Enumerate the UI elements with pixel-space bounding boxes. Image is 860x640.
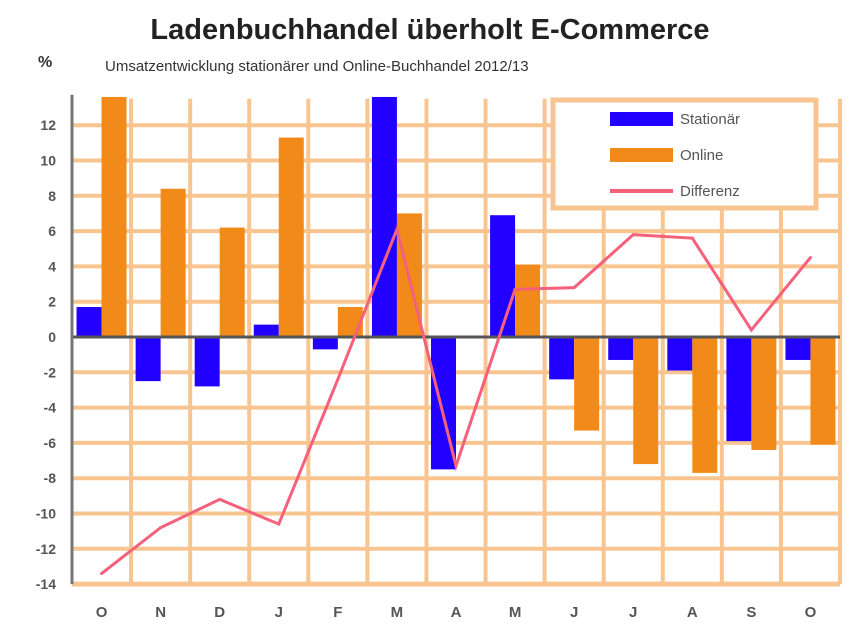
bar-online — [574, 337, 600, 431]
legend-label: Online — [680, 147, 723, 164]
point-differenz — [336, 377, 340, 381]
x-tick-label: A — [687, 604, 698, 621]
x-tick-label: D — [214, 604, 225, 621]
x-tick-label: O — [805, 604, 817, 621]
bar-stationaer — [785, 337, 811, 360]
bar-stationaer — [76, 306, 102, 337]
bar-online — [810, 337, 836, 445]
bar-online — [160, 188, 186, 337]
chart-subtitle: Umsatzentwicklung stationärer und Online… — [105, 58, 529, 75]
y-tick-label: -12 — [36, 541, 56, 557]
x-tick-label: J — [629, 604, 637, 621]
x-tick-label: O — [96, 604, 108, 621]
legend-swatch — [610, 112, 673, 126]
point-differenz — [749, 328, 753, 332]
bar-online — [101, 96, 127, 338]
point-differenz — [690, 236, 694, 240]
bar-stationaer — [253, 324, 279, 337]
y-tick-label: -10 — [36, 506, 56, 522]
legend-label: Differenz — [680, 183, 740, 200]
bar-stationaer — [371, 96, 397, 338]
y-tick-label: -4 — [44, 400, 57, 416]
point-differenz — [100, 572, 104, 576]
point-differenz — [277, 522, 281, 526]
bar-online — [219, 227, 245, 337]
legend: Stationär Online Differenz — [550, 97, 819, 211]
legend-box — [550, 97, 819, 211]
y-tick-label: -8 — [44, 470, 57, 486]
bar-stationaer — [667, 337, 693, 371]
bar-stationaer — [726, 337, 752, 442]
x-tick-label: M — [509, 604, 522, 621]
point-differenz — [572, 286, 576, 290]
y-tick-label: 2 — [48, 294, 56, 310]
legend-swatch — [610, 148, 673, 162]
point-differenz — [454, 464, 458, 468]
y-tick-label: 4 — [48, 258, 56, 274]
point-differenz — [513, 287, 517, 291]
bar-online — [278, 137, 304, 337]
x-tick-label: N — [155, 604, 166, 621]
chart-title: Ladenbuchhandel überholt E-Commerce — [150, 14, 710, 46]
point-differenz — [218, 497, 222, 501]
point-differenz — [631, 233, 635, 237]
bar-online — [751, 337, 777, 450]
bar-online — [692, 337, 718, 473]
legend-label: Stationär — [680, 111, 740, 128]
point-differenz — [808, 256, 812, 260]
point-differenz — [159, 526, 163, 530]
bar-stationaer — [549, 337, 575, 380]
x-tick-label: J — [275, 604, 283, 621]
y-tick-label: 0 — [48, 329, 56, 345]
x-tick-label: F — [333, 604, 342, 621]
bar-stationaer — [135, 337, 161, 382]
bar-online — [515, 264, 541, 337]
y-tick-label: 10 — [40, 153, 56, 169]
y-tick-label: 6 — [48, 223, 56, 239]
x-tick-label: S — [746, 604, 756, 621]
y-tick-label: -2 — [44, 364, 57, 380]
y-tick-label: 8 — [48, 188, 56, 204]
bar-online — [337, 306, 363, 337]
y-tick-label: -6 — [44, 435, 57, 451]
x-tick-label: M — [391, 604, 404, 621]
point-differenz — [395, 227, 399, 231]
bar-stationaer — [312, 337, 338, 350]
bar-stationaer — [194, 337, 220, 387]
x-tick-label: A — [451, 604, 462, 621]
bar-stationaer — [490, 215, 516, 337]
y-tick-label: -14 — [36, 576, 56, 592]
bar-online — [633, 337, 659, 465]
bar-stationaer — [608, 337, 634, 360]
y-axis-label: % — [38, 54, 53, 71]
x-tick-label: J — [570, 604, 578, 621]
y-tick-label: 12 — [40, 117, 56, 133]
